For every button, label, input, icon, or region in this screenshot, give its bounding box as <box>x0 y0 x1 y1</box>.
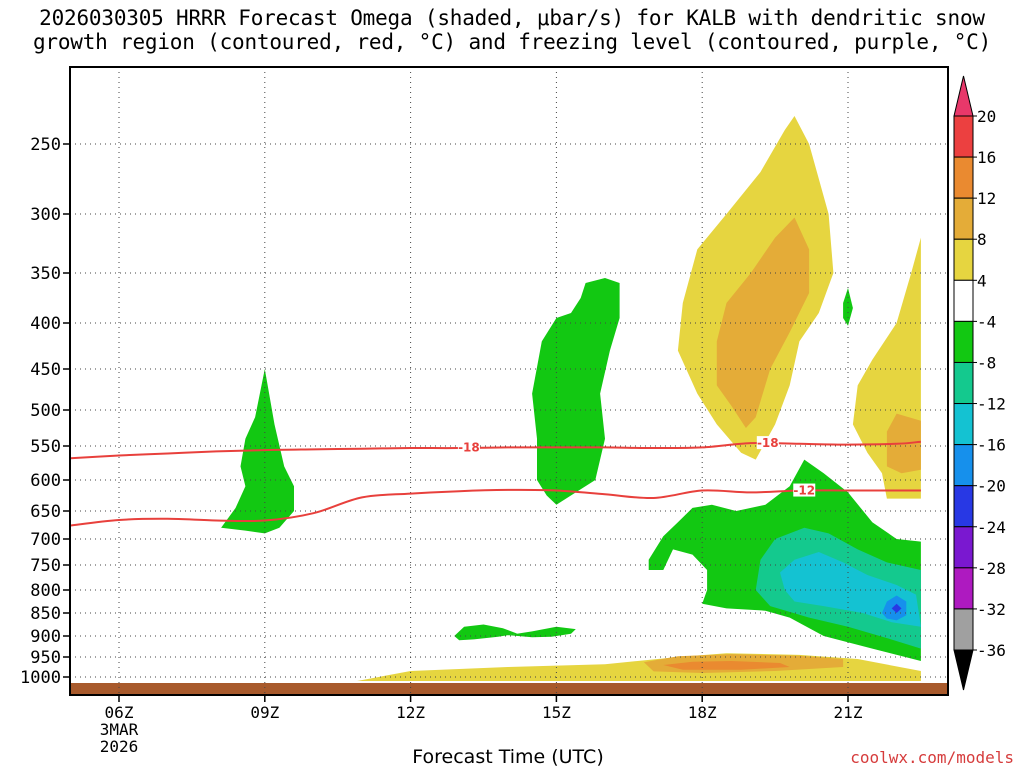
contour-label-minus18-a-bg <box>457 440 480 454</box>
colorbar-label--8: -8 <box>977 353 996 372</box>
shade-ascent-15z <box>532 278 620 505</box>
colorbar-box-6 <box>953 361 974 405</box>
colorbar-bottom-arrow <box>953 649 974 691</box>
y-tick-label-700: 700 <box>30 530 61 550</box>
colorbar: 20 16 12 8 4 -4 -8 -12 -16 -20 -24 -28 -32 -36 <box>953 75 1006 691</box>
colorbar-label--12: -12 <box>977 395 1006 414</box>
shade-near-surface-12 <box>663 661 790 670</box>
colorbar-label-8: 8 <box>977 230 987 249</box>
colorbar-label-4: 4 <box>977 271 987 290</box>
x-tick-label-15Z: 15Z <box>542 703 571 722</box>
contour-label-minus12: -12 <box>793 484 815 498</box>
y-tick-label-750: 750 <box>30 556 61 576</box>
y-tick-label-350: 350 <box>30 264 61 284</box>
y-tick-label-550: 550 <box>30 437 61 457</box>
chart-title-line-1: 2026030305 HRRR Forecast Omega (shaded, … <box>39 6 985 30</box>
y-tick-label-950: 950 <box>30 648 61 668</box>
x-tick-label-21Z: 21Z <box>834 703 863 722</box>
x-tick-year-label: 2026 <box>100 737 139 756</box>
colorbar-box-3 <box>953 238 974 281</box>
y-tick-label-250: 250 <box>30 135 61 155</box>
x-tick-label-06Z: 06Z <box>105 703 134 722</box>
y-tick-label-900: 900 <box>30 627 61 647</box>
y-tick-label-400: 400 <box>30 314 61 334</box>
ground-surface <box>70 683 948 695</box>
y-tick-label-450: 450 <box>30 360 61 380</box>
colorbar-label--24: -24 <box>977 518 1006 537</box>
colorbar-box-1 <box>953 156 974 199</box>
colorbar-box-4 <box>953 279 974 322</box>
shade-ascent-small-21z <box>843 288 853 326</box>
colorbar-label--28: -28 <box>977 559 1006 578</box>
colorbar-label-12: 12 <box>977 189 996 208</box>
contour-line-minus18 <box>70 440 921 460</box>
y-tick-label-600: 600 <box>30 471 61 491</box>
omega-shading-layer <box>70 116 948 695</box>
x-tick-date-label: 3MAR <box>100 720 139 739</box>
source-credit[interactable]: coolwx.com/models <box>850 748 1014 767</box>
colorbar-label--4: -4 <box>977 312 996 331</box>
colorbar-box-5 <box>953 320 974 363</box>
x-axis-label: Forecast Time (UTC) <box>412 746 604 768</box>
colorbar-top-arrow <box>953 75 974 117</box>
chart-title: 2026030305 HRRR Forecast Omega (shaded, … <box>0 6 1024 54</box>
colorbar-box-8 <box>953 444 974 487</box>
y-tick-label-650: 650 <box>30 502 61 522</box>
colorbar-box-11 <box>953 567 974 610</box>
y-tick-label-850: 850 <box>30 604 61 624</box>
shade-ascent-21z-20 <box>891 603 902 613</box>
colorbar-box-9 <box>953 485 974 528</box>
x-tick-label-12Z: 12Z <box>396 703 425 722</box>
colorbar-label--36: -36 <box>977 641 1006 660</box>
colorbar-box-2 <box>953 197 974 240</box>
contour-label-minus18-b-bg <box>756 436 779 450</box>
chart-title-line-2: growth region (contoured, red, °C) and f… <box>32 30 992 54</box>
x-tick-label-18Z: 18Z <box>688 703 717 722</box>
colorbar-label--16: -16 <box>977 436 1006 455</box>
shade-upper-19z-8 <box>716 217 810 428</box>
contour-layer: -18 -18 -12 <box>70 436 921 527</box>
colorbar-box-7 <box>953 403 974 446</box>
colorbar-box-10 <box>953 526 974 569</box>
y-tick-label-300: 300 <box>30 205 61 225</box>
shade-ascent-14z <box>507 626 576 638</box>
colorbar-label-16: 16 <box>977 148 996 167</box>
colorbar-box-12 <box>953 608 974 651</box>
colorbar-label-20: 20 <box>977 107 996 126</box>
colorbar-label--20: -20 <box>977 477 1006 496</box>
colorbar-label--32: -32 <box>977 600 1006 619</box>
y-tick-label-800: 800 <box>30 581 61 601</box>
plot-frame <box>69 66 949 696</box>
contour-label-minus18-a: -18 <box>458 440 480 454</box>
contour-label-minus12-bg <box>793 483 816 497</box>
axes-layer: 250 300 350 400 450 500 550 600 650 700 750 800 850 9… <box>20 66 949 756</box>
y-tick-label-500: 500 <box>30 401 61 421</box>
x-tick-label-09Z: 09Z <box>250 703 279 722</box>
y-tick-label-1000: 1000 <box>20 668 61 688</box>
colorbar-box-0 <box>953 115 974 158</box>
contour-label-minus18-b: -18 <box>757 436 779 450</box>
shade-ascent-13z <box>454 624 518 641</box>
